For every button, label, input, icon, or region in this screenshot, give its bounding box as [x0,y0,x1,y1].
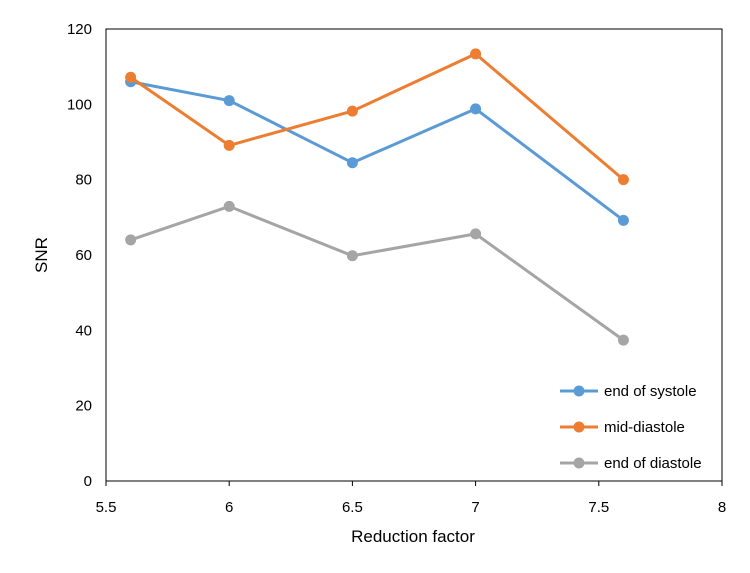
x-tick-label: 6 [225,499,233,516]
x-tick-label: 8 [718,499,726,516]
data-point-end-of-diastole [125,234,137,246]
legend-swatch-marker-mid-diastole [573,421,585,433]
legend-label-end-of-systole: end of systole [604,383,697,400]
data-point-end-of-systole [223,95,235,107]
data-point-end-of-diastole [223,200,235,212]
x-axis-title: Reduction factor [351,527,475,546]
data-point-end-of-diastole [346,250,358,262]
x-tick-label: 5.5 [96,499,117,516]
y-tick-label: 40 [75,322,92,339]
plot-area [105,28,723,482]
legend-label-mid-diastole: mid-diastole [604,419,685,436]
y-tick-label: 120 [67,21,92,38]
data-point-mid-diastole [470,48,482,60]
data-point-mid-diastole [346,105,358,117]
axis-ticks: 0 20 40 60 80 100 120 5.5 6 6.5 7 7.5 8 [67,21,726,516]
data-point-mid-diastole [617,174,629,186]
x-tick-label: 7 [471,499,479,516]
data-point-mid-diastole [223,139,235,151]
y-tick-label: 0 [84,473,92,490]
y-tick-label: 80 [75,172,92,189]
data-point-end-of-systole [617,214,629,226]
data-point-end-of-systole [346,157,358,169]
x-tick-label: 7.5 [588,499,609,516]
data-point-end-of-diastole [617,334,629,346]
data-point-mid-diastole [125,71,137,83]
legend-swatch-marker-end-of-diastole [573,457,585,469]
x-tick-label: 6.5 [342,499,363,516]
y-tick-label: 100 [67,96,92,113]
data-point-end-of-diastole [470,228,482,240]
legend-label-end-of-diastole: end of diastole [604,455,702,472]
legend-swatch-marker-end-of-systole [573,385,585,397]
y-tick-label: 60 [75,247,92,264]
data-point-end-of-systole [470,103,482,115]
legend: end of systole mid-diastole end of diastol… [560,383,702,472]
y-tick-label: 20 [75,398,92,415]
series-layer [125,48,629,346]
y-axis-title: SNR [32,237,51,273]
